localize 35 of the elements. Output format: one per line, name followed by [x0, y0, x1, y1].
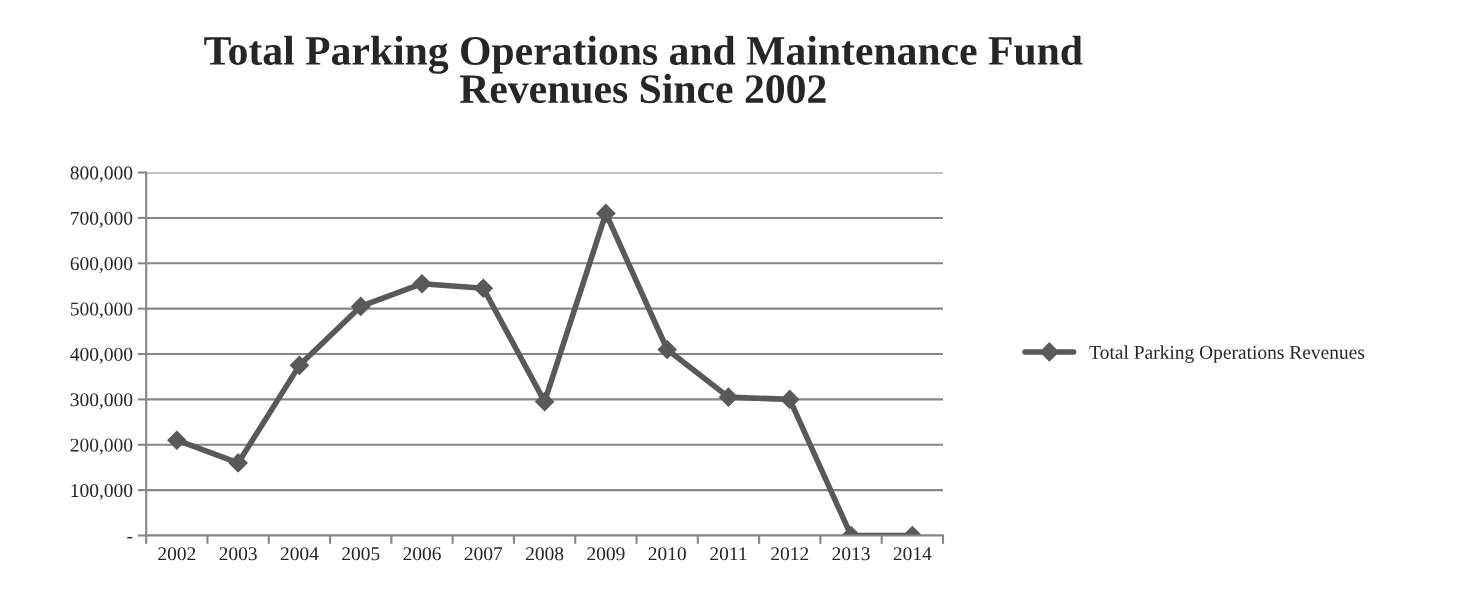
- legend-label: Total Parking Operations Revenues: [1089, 345, 1365, 363]
- point: [289, 355, 310, 376]
- x-tick-label: 2014: [893, 547, 932, 561]
- point: [228, 453, 248, 473]
- y-tick-label: 600,000: [70, 257, 133, 274]
- x-tick-label: 2011: [710, 547, 747, 561]
- point: [350, 296, 371, 317]
- x-tick-label: 2012: [771, 547, 809, 561]
- point: [657, 339, 677, 360]
- point: [718, 387, 739, 407]
- y-tick-label: -: [127, 536, 133, 539]
- y-tick-label: 700,000: [71, 211, 133, 228]
- y-tick-label: 100,000: [71, 483, 133, 500]
- x-tick-label: 2002: [158, 547, 196, 561]
- x-tick-label: 2003: [219, 547, 257, 561]
- y-tick-label: 200,000: [70, 438, 133, 455]
- point: [779, 389, 800, 410]
- point: [596, 203, 616, 224]
- y-tick-label: 800,000: [70, 166, 133, 183]
- x-tick-label: 2008: [526, 547, 564, 561]
- x-tick-label: 2013: [832, 547, 870, 561]
- chart-title: Total Parking Operations and Maintenance Fund Revenues Since 2002: [204, 35, 1083, 104]
- x-tick-label: 2006: [403, 547, 441, 561]
- point: [412, 273, 432, 294]
- x-tick-label: 2010: [648, 547, 686, 561]
- x-tick-label: 2007: [464, 547, 503, 561]
- y-tick-label: 400,000: [70, 347, 133, 364]
- point: [167, 430, 187, 451]
- y-tick-label: 500,000: [70, 302, 133, 319]
- y-tick-label: 300,000: [70, 393, 133, 410]
- x-tick-label: 2004: [280, 547, 319, 561]
- x-tick-label: 2009: [587, 547, 625, 561]
- x-tick-label: 2005: [342, 547, 380, 561]
- point: [534, 391, 555, 412]
- point: [473, 278, 494, 299]
